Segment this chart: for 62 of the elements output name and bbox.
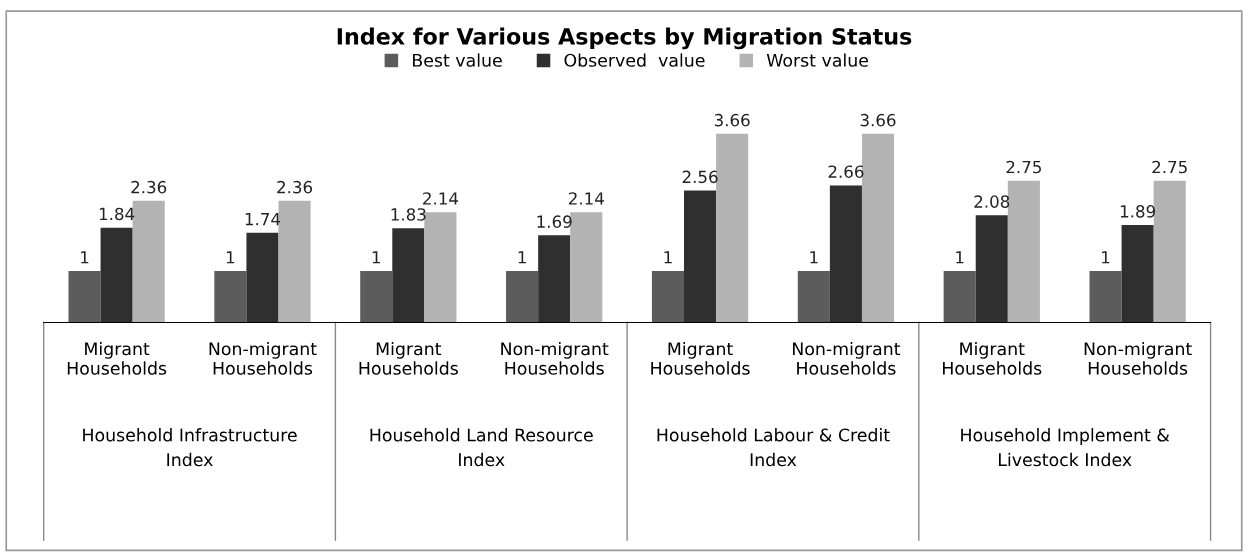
bar <box>360 270 393 323</box>
bar <box>538 235 571 323</box>
text: Household Labour & Credit Index <box>657 428 890 467</box>
data-label: 1 <box>518 251 526 264</box>
data-label: 1.89 <box>1120 205 1156 218</box>
x-tick-label: Non-migrant Households <box>1084 341 1192 375</box>
bar <box>570 212 603 323</box>
data-label: 2.66 <box>828 165 864 178</box>
data-label: 2.08 <box>974 195 1010 208</box>
text: Household Implement & Livestock Index <box>961 428 1170 467</box>
x-tick-label: Non-migrant Households <box>793 341 901 375</box>
legend-label: Observed value <box>564 53 705 67</box>
data-label: 1.84 <box>99 207 135 221</box>
chart-title: Index for Various Aspects by Migration Status <box>337 27 912 50</box>
data-label: 2.14 <box>423 192 459 205</box>
data-label: 1 <box>372 251 380 264</box>
data-label: 1.83 <box>391 208 426 221</box>
bar <box>1007 180 1040 323</box>
bar <box>424 212 457 323</box>
bar <box>975 215 1008 323</box>
bar <box>829 185 862 323</box>
data-label: 2.36 <box>277 180 313 194</box>
bar <box>278 200 311 323</box>
bar <box>797 270 830 323</box>
bar <box>1121 225 1154 323</box>
text: Household Land Resource Index <box>370 428 593 467</box>
data-label: 1 <box>226 251 235 264</box>
bar <box>100 227 133 323</box>
x-tick-label: Non-migrant Households <box>501 341 609 375</box>
x-tick-label: Non-migrant Households <box>209 341 317 375</box>
bar <box>943 270 976 323</box>
data-label: 1 <box>810 251 818 264</box>
data-label: 1 <box>81 251 89 264</box>
bar <box>716 133 749 323</box>
x-tick-label: Migrant Households <box>651 341 750 375</box>
bar <box>68 270 101 323</box>
data-label: 1 <box>1102 251 1110 264</box>
data-label: 3.66 <box>714 113 750 127</box>
bar <box>651 270 685 323</box>
legend-label: Best value <box>413 53 502 67</box>
bar <box>246 232 279 323</box>
data-label: 2.36 <box>131 180 167 194</box>
bar <box>506 270 539 323</box>
data-label: 1.74 <box>245 213 281 226</box>
data-label: 1 <box>664 251 672 264</box>
data-label: 2.14 <box>568 192 604 205</box>
data-label: 2.56 <box>682 170 718 184</box>
data-label: 3.66 <box>860 113 896 127</box>
data-label: 2.75 <box>1006 160 1041 174</box>
data-label: 2.75 <box>1152 160 1187 174</box>
data-label: 1 <box>956 251 964 264</box>
bar <box>1153 180 1186 323</box>
x-tick-label: Migrant Households <box>943 341 1042 375</box>
x-tick-label: Migrant Households <box>359 341 458 375</box>
bar <box>1089 270 1122 323</box>
data-label: 1.69 <box>537 215 572 228</box>
bar <box>392 228 425 323</box>
bar <box>684 190 717 323</box>
bar <box>214 270 247 323</box>
x-tick-label: Migrant Households <box>67 341 167 375</box>
legend-label: Worst value <box>766 53 869 67</box>
text: Household Infrastructure Index <box>83 428 297 467</box>
